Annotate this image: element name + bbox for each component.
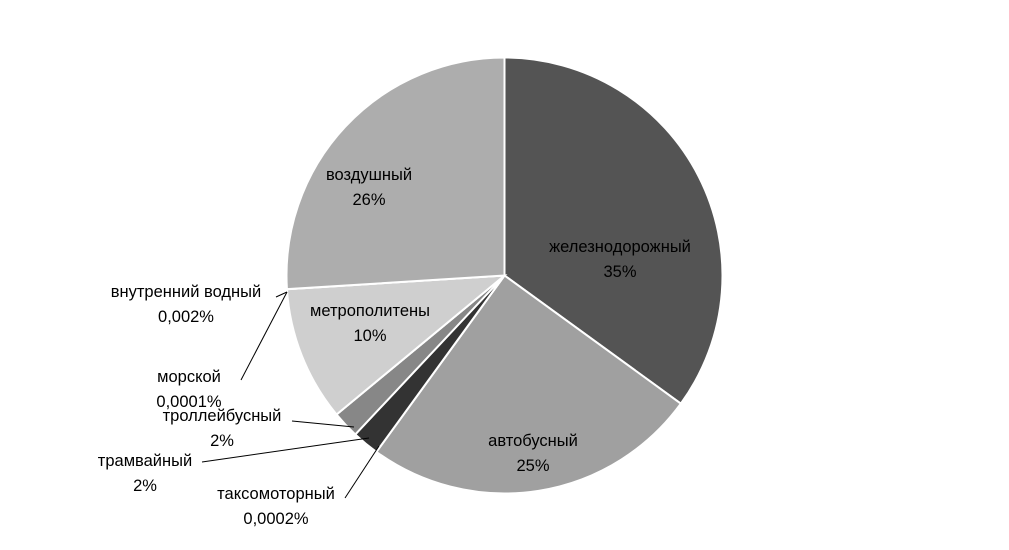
pie-slice xyxy=(285,274,508,416)
slice-percent-label: 10% xyxy=(353,327,386,345)
leader-line xyxy=(344,445,380,499)
slice-percent-label: 0,002% xyxy=(158,308,214,326)
slice-percent-label: 35% xyxy=(603,263,636,281)
leader-line xyxy=(275,291,288,298)
slice-category-label: железнодорожный xyxy=(549,238,691,256)
slice-category-label: морской xyxy=(157,368,221,386)
pie-slice xyxy=(374,274,683,495)
slice-percent-label: 0,0002% xyxy=(243,510,308,528)
slice-category-label: трамвайный xyxy=(98,452,192,470)
slice-percent-label: 25% xyxy=(516,457,549,475)
pie-slice xyxy=(285,56,506,291)
leader-line xyxy=(240,291,288,381)
slice-category-label: таксомоторный xyxy=(217,485,335,503)
slice-category-label: внутренний водный xyxy=(111,283,262,301)
slice-percent-label: 2% xyxy=(133,477,157,495)
pie-slice xyxy=(503,56,724,406)
slice-percent-label: 26% xyxy=(352,191,385,209)
slice-category-label: воздушный xyxy=(326,166,412,184)
leader-lines xyxy=(201,291,380,499)
slice-labels: железнодорожный 35% автобусный 25% таксомото… xyxy=(98,166,691,528)
slice-category-label: метрополитены xyxy=(310,302,430,320)
leader-line xyxy=(291,420,355,428)
slice-category-label: автобусный xyxy=(488,432,578,450)
slice-category-label: троллейбусный xyxy=(163,407,282,425)
leader-line xyxy=(201,437,370,463)
slice-percent-label: 2% xyxy=(210,432,234,450)
slice-percent-label: 0,0001% xyxy=(156,393,221,411)
pie-slices xyxy=(285,56,724,495)
